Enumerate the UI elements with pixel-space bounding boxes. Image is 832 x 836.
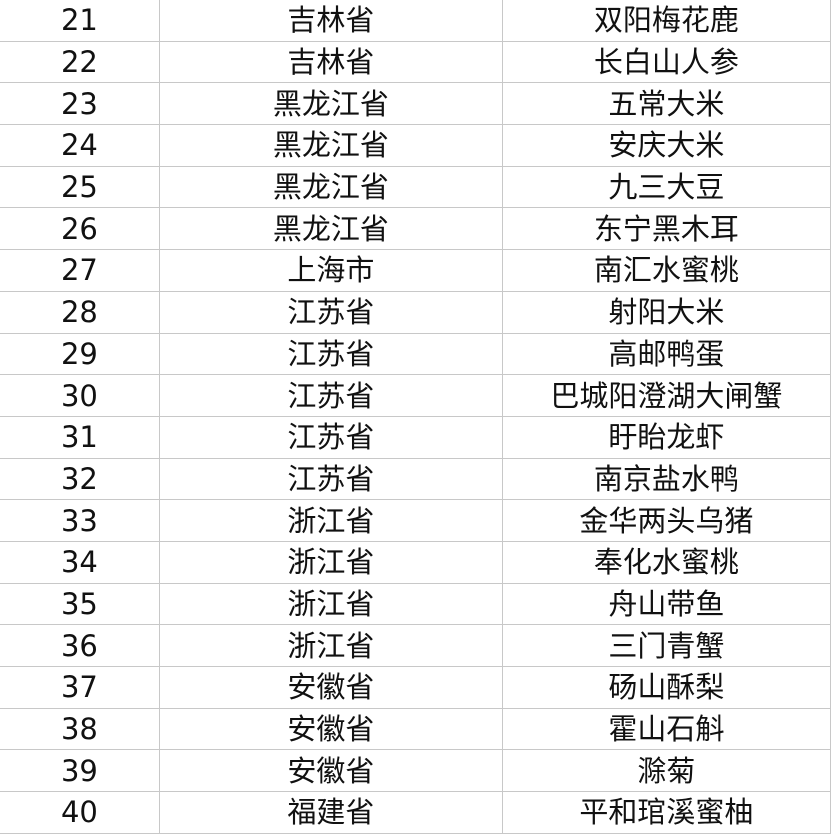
product: 巴城阳澄湖大闸蟹	[501, 374, 832, 417]
row-number: 29	[0, 332, 160, 376]
product: 五常大米	[501, 82, 832, 126]
province: 浙江省	[158, 540, 503, 584]
product: 奉化水蜜桃	[501, 540, 832, 584]
province: 黑龙江省	[158, 207, 503, 251]
province: 黑龙江省	[158, 165, 503, 209]
product: 砀山酥梨	[501, 666, 832, 709]
table-row: 38 安徽省 霍山石斛	[0, 707, 832, 751]
province: 浙江省	[158, 499, 503, 542]
row-number: 26	[0, 207, 160, 251]
row-number: 37	[0, 666, 160, 709]
row-number: 35	[0, 582, 160, 626]
product: 射阳大米	[501, 290, 832, 334]
table-row: 30 江苏省 巴城阳澄湖大闸蟹	[0, 374, 832, 417]
table-row: 37 安徽省 砀山酥梨	[0, 666, 832, 709]
product: 金华两头乌猪	[501, 499, 832, 542]
province: 吉林省	[158, 0, 503, 42]
product: 霍山石斛	[501, 707, 832, 751]
product: 东宁黑木耳	[501, 207, 832, 251]
row-number: 32	[0, 457, 160, 501]
row-number: 22	[0, 40, 160, 84]
province: 江苏省	[158, 415, 503, 459]
province: 吉林省	[158, 40, 503, 84]
row-number: 40	[0, 791, 160, 834]
table-row: 24 黑龙江省 安庆大米	[0, 124, 832, 167]
table-row: 32 江苏省 南京盐水鸭	[0, 457, 832, 501]
row-number: 21	[0, 0, 160, 42]
province: 安徽省	[158, 749, 503, 793]
table-row: 29 江苏省 高邮鸭蛋	[0, 332, 832, 376]
province: 黑龙江省	[158, 82, 503, 126]
province: 浙江省	[158, 624, 503, 667]
table-row: 22 吉林省 长白山人参	[0, 40, 832, 84]
province: 江苏省	[158, 374, 503, 417]
table-row: 25 黑龙江省 九三大豆	[0, 165, 832, 209]
product: 安庆大米	[501, 124, 832, 167]
product: 长白山人参	[501, 40, 832, 84]
row-number: 39	[0, 749, 160, 793]
product: 舟山带鱼	[501, 582, 832, 626]
row-number: 38	[0, 707, 160, 751]
province: 江苏省	[158, 332, 503, 376]
table-row: 36 浙江省 三门青蟹	[0, 624, 832, 667]
table-row: 40 福建省 平和琯溪蜜柚	[0, 791, 832, 834]
product: 高邮鸭蛋	[501, 332, 832, 376]
row-number: 28	[0, 290, 160, 334]
province: 安徽省	[158, 707, 503, 751]
table-row: 28 江苏省 射阳大米	[0, 290, 832, 334]
row-number: 36	[0, 624, 160, 667]
province: 黑龙江省	[158, 124, 503, 167]
province: 江苏省	[158, 290, 503, 334]
product: 盱眙龙虾	[501, 415, 832, 459]
product: 南京盐水鸭	[501, 457, 832, 501]
province: 江苏省	[158, 457, 503, 501]
row-number: 27	[0, 249, 160, 292]
row-number: 24	[0, 124, 160, 167]
row-number: 34	[0, 540, 160, 584]
table-row: 34 浙江省 奉化水蜜桃	[0, 540, 832, 584]
product: 南汇水蜜桃	[501, 249, 832, 292]
row-number: 30	[0, 374, 160, 417]
row-number: 31	[0, 415, 160, 459]
table-row: 27 上海市 南汇水蜜桃	[0, 249, 832, 292]
row-number: 25	[0, 165, 160, 209]
product: 滁菊	[501, 749, 832, 793]
row-number: 23	[0, 82, 160, 126]
table-row: 31 江苏省 盱眙龙虾	[0, 415, 832, 459]
product: 九三大豆	[501, 165, 832, 209]
product: 双阳梅花鹿	[501, 0, 832, 42]
table-row: 23 黑龙江省 五常大米	[0, 82, 832, 126]
row-number: 33	[0, 499, 160, 542]
province: 上海市	[158, 249, 503, 292]
table-row: 33 浙江省 金华两头乌猪	[0, 499, 832, 542]
province: 福建省	[158, 791, 503, 834]
table-row: 21 吉林省 双阳梅花鹿	[0, 0, 832, 42]
province: 安徽省	[158, 666, 503, 709]
table-row: 26 黑龙江省 东宁黑木耳	[0, 207, 832, 251]
product: 三门青蟹	[501, 624, 832, 667]
product: 平和琯溪蜜柚	[501, 791, 832, 834]
table-row: 39 安徽省 滁菊	[0, 749, 832, 793]
province: 浙江省	[158, 582, 503, 626]
table-row: 35 浙江省 舟山带鱼	[0, 582, 832, 626]
